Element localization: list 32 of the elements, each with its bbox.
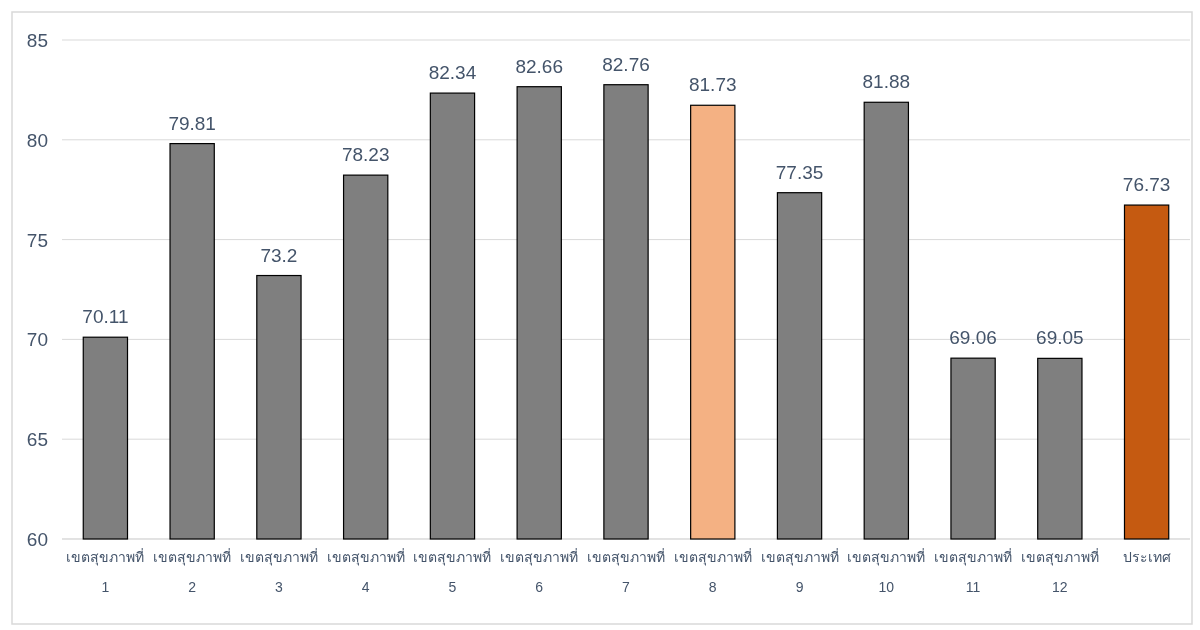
x-tick-label: เขตสุขภาพที่ 11 [934, 548, 1013, 595]
y-tick-label: 80 [26, 129, 48, 151]
x-tick-label: เขตสุขภาพที่ 2 [153, 548, 232, 595]
data-label: 82.66 [515, 55, 563, 77]
data-label: 73.2 [260, 244, 298, 266]
data-label: 78.23 [341, 144, 390, 166]
x-tick-label: เขตสุขภาพที่ 6 [500, 548, 579, 595]
data-label: 81.88 [862, 71, 911, 93]
data-label: 82.76 [602, 53, 650, 75]
x-tick-label: เขตสุขภาพที่ 7 [587, 548, 665, 595]
x-tick-label: ประเทศ [1122, 549, 1171, 565]
data-label: 81.73 [689, 74, 737, 96]
y-tick-label: 60 [26, 529, 48, 550]
data-label: 77.35 [775, 161, 824, 183]
data-label: 70.11 [82, 306, 129, 328]
data-label: 76.73 [1122, 174, 1171, 196]
y-tick-label: 75 [26, 229, 48, 251]
x-tick-label: เขตสุขภาพที่ 9 [760, 548, 839, 595]
y-tick-label: 85 [26, 30, 48, 51]
y-tick-label: 70 [26, 329, 48, 351]
data-label: 82.34 [428, 62, 477, 84]
x-tick-label: เขตสุขภาพที่ 1 [66, 548, 145, 595]
x-tick-label: เขตสุขภาพที่ 3 [239, 548, 318, 595]
x-tick-label: เขตสุขภาพที่ 12 [1020, 548, 1099, 595]
x-tick-label: เขตสุขภาพที่ 5 [413, 548, 492, 595]
x-tick-label: เขตสุขภาพที่ 10 [847, 548, 926, 595]
data-label: 79.81 [168, 112, 216, 134]
x-tick-label: เขตสุขภาพที่ 8 [673, 548, 752, 595]
x-tick-label: เขตสุขภาพที่ 4 [326, 548, 405, 595]
y-tick-label: 65 [26, 429, 48, 451]
data-label: 69.05 [1036, 327, 1084, 349]
data-label: 69.06 [949, 327, 997, 349]
